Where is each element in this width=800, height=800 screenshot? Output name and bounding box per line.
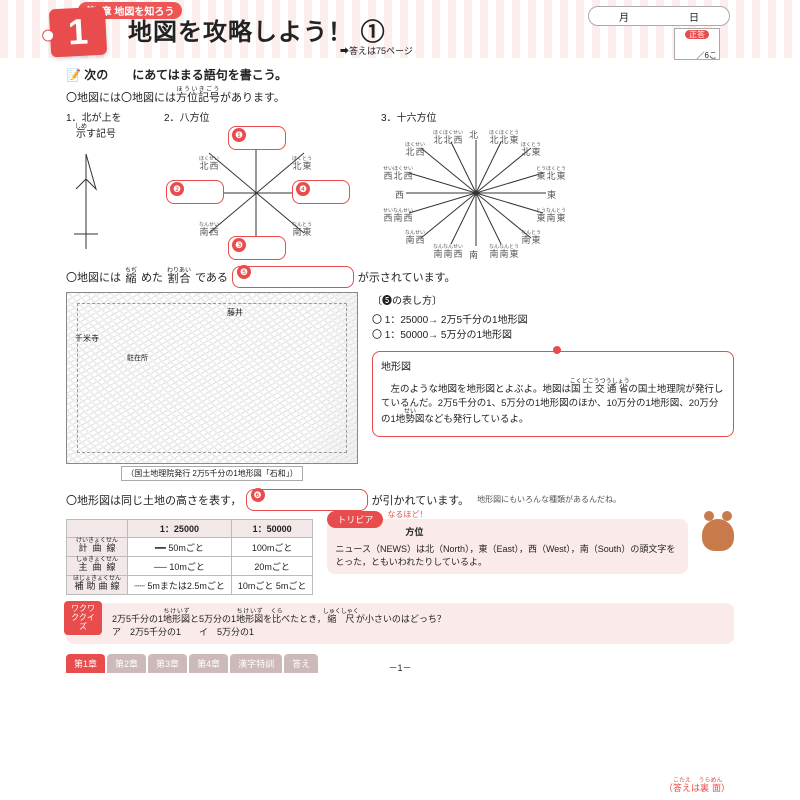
trivia-box: なるほど！ トリビア 方位 ニュース（NEWS）は北（North），東（East… xyxy=(327,519,688,574)
score-box: 正答 ／6こ xyxy=(674,28,720,60)
d16-ssw: 南南西なんなんせい xyxy=(433,244,463,260)
r1c1: 50mごと xyxy=(168,543,204,553)
quiz-opts: ア 2万5千分の1 イ 5万分の1 xyxy=(112,625,726,638)
r3c2: 10mごと 5mごと xyxy=(231,576,313,595)
compass-8-diagram: 北西ほくせい 北東ほくとう 南西なんせい 南東なんとう ❶ ❷ ❹ ❸ xyxy=(164,128,349,258)
note-l1: 〇 1：25000→ 2万5千分の1地形図 xyxy=(372,311,734,326)
sec3-lead-b: が引かれています。 xyxy=(372,492,470,508)
r2c1: 10mごと xyxy=(169,562,205,572)
r2c0: 主曲線しゅきょくせん xyxy=(67,557,128,576)
sec3-lead: 〇地形図は同じ土地の高さを表す， ❻ が引かれています。 地形図にもいろんな種類… xyxy=(66,489,734,511)
th-50000: 1：50000 xyxy=(231,520,313,538)
blank-5[interactable]: ❺ xyxy=(232,266,354,288)
c2-label: 2．八方位 xyxy=(164,109,349,124)
trivia-body: ニュース（NEWS）は北（North），東（East），西（West），南（So… xyxy=(335,542,680,568)
num-1: ❶ xyxy=(232,128,246,142)
dir-se: 南東なんとう xyxy=(292,222,312,238)
sec2-lead-b: が示されています。 xyxy=(358,269,456,285)
sec2-lead: 〇地図には縮ちぢめた割合わりあいである ❺ が示されています。 xyxy=(66,266,734,288)
blank-6[interactable]: ❻ xyxy=(246,489,368,511)
day-label: 日 xyxy=(689,9,699,24)
d16-sse: 南南東なんなんとう xyxy=(489,244,519,260)
table-row: 補助曲線ほじょきょくせん ┄┄ 5mまたは2.5mごと 10mごと 5mごと xyxy=(67,576,313,595)
d16-wnw: 西北西せいほくせい xyxy=(383,166,413,182)
r1c0: 計曲線けいきょくせん xyxy=(67,538,128,557)
trivia-tag: トリビア xyxy=(327,511,383,528)
d16-ese: 東南東とうなんとう xyxy=(536,208,566,224)
instruction: 📝 次の にあてはまる語句を書こう。 xyxy=(66,66,734,83)
trivia-tagtop: なるほど！ xyxy=(387,509,427,520)
r1c2: 100mごと xyxy=(231,538,313,557)
tab-ch1[interactable]: 第1章 xyxy=(66,654,105,673)
table-row: 計曲線けいきょくせん ━━ 50mごと 100mごと xyxy=(67,538,313,557)
topographic-map-image: 千米寺 藤井 駐在所 xyxy=(66,292,358,464)
num-4: ❹ xyxy=(296,182,310,196)
quiz-q: 2万5千分の1地形図ちけいずと5万分の1地形図ちけいずを比くらべたとき，縮尺しゅ… xyxy=(112,609,726,625)
d16-sw: 南西なんせい xyxy=(405,230,425,246)
sec3-lead-a: 〇地形図は同じ土地の高さを表す， xyxy=(66,492,242,508)
memo-body: 左のような地図を地形図とよぶよ。地図は国土交通省こくどこうつうしょうの国土地理院… xyxy=(381,379,725,428)
lesson-number-tag: 1 xyxy=(49,7,107,58)
instruction-text: 次の にあてはまる語句を書こう。 xyxy=(84,68,287,82)
north-arrow-icon xyxy=(66,144,106,254)
num-2: ❷ xyxy=(170,182,184,196)
table-row: 1：25000 1：50000 xyxy=(67,520,313,538)
page-title: 地図を攻略しよう！ ① xyxy=(128,12,386,47)
quiz-box: ワクワククイズ 2万5千分の1地形図ちけいずと5万分の1地形図ちけいずを比くらべ… xyxy=(66,603,734,644)
map-caption: （国土地理院発行 2万5千分の1地形図「石和」） xyxy=(66,466,358,481)
dir-sw: 南西なんせい xyxy=(199,222,219,238)
map-label-b: 藤井 xyxy=(227,307,243,318)
dir-nw: 北西ほくせい xyxy=(199,156,219,172)
tab-ch3[interactable]: 第3章 xyxy=(148,654,187,673)
tab-kanji[interactable]: 漢字特訓 xyxy=(230,654,282,673)
month-label: 月 xyxy=(619,9,629,24)
r3c0: 補助曲線ほじょきょくせん xyxy=(67,576,128,595)
d16-se: 南東なんとう xyxy=(521,230,541,246)
sec1-lead: 〇地図には〇地図には方位記号があります。〇地図には方位記号ほういきごうがあります… xyxy=(66,87,734,105)
memo-title: 地形図 xyxy=(381,360,725,375)
d16-ne: 北東ほくとう xyxy=(521,142,541,158)
side-note: 地形図にもいろんな種類があるんだね。 xyxy=(477,495,621,505)
answer-page-ref: ➡答えは75ページ xyxy=(340,44,413,57)
th-25000: 1：25000 xyxy=(128,520,232,538)
d16-n: 北 xyxy=(469,128,478,141)
d16-w: 西 xyxy=(395,188,404,201)
note-l2: 〇 1：50000→ 5万分の1地形図 xyxy=(372,326,734,341)
memo-box: 地形図 左のような地図を地形図とよぶよ。地図は国土交通省こくどこうつうしょうの国… xyxy=(372,351,734,437)
c3-label: 3．十六方位 xyxy=(381,109,571,124)
r3c1: 5mまたは2.5mごと xyxy=(147,581,225,591)
trivia-topic: 方位 xyxy=(405,527,423,537)
d16-ene: 東北東とうほくとう xyxy=(536,166,566,182)
d16-e: 東 xyxy=(547,188,556,201)
lesson-number: 1 xyxy=(67,11,89,54)
map-label-a: 千米寺 xyxy=(75,333,99,344)
tab-answer[interactable]: 答え xyxy=(284,654,318,673)
answer-back: （答えこたえは裏面うらめん） xyxy=(664,778,730,794)
r2c2: 20mごと xyxy=(231,557,313,576)
c1-label: 1．北が上を 示しめす記号 xyxy=(66,109,146,140)
score-denom: ／6こ xyxy=(675,50,719,61)
squirrel-mascot-icon xyxy=(702,519,734,551)
d16-nne: 北北東ほくほくとう xyxy=(489,130,519,146)
note-heading: 〔❺の表し方〕 xyxy=(372,292,734,307)
th-blank xyxy=(67,520,128,538)
map-label-c: 駐在所 xyxy=(127,353,148,363)
d16-nnw: 北北西ほくほくせい xyxy=(433,130,463,146)
d16-nw: 北西ほくせい xyxy=(405,142,425,158)
compass-16-diagram: 北 北北東ほくほくとう 北東ほくとう 東北東とうほくとう 東 東南東とうなんとう… xyxy=(381,128,571,258)
dir-ne: 北東ほくとう xyxy=(292,156,312,172)
d16-wsw: 西南西せいなんせい xyxy=(383,208,413,224)
num-3: ❸ xyxy=(232,238,246,252)
date-box[interactable]: 月 日 xyxy=(588,6,730,26)
tab-ch4[interactable]: 第4章 xyxy=(189,654,228,673)
tab-ch2[interactable]: 第2章 xyxy=(107,654,146,673)
score-label: 正答 xyxy=(685,30,709,39)
table-row: 主曲線しゅきょくせん ── 10mごと 20mごと xyxy=(67,557,313,576)
contour-table: 1：25000 1：50000 計曲線けいきょくせん ━━ 50mごと 100m… xyxy=(66,519,313,595)
quiz-tag: ワクワククイズ xyxy=(64,601,102,635)
d16-s: 南 xyxy=(469,248,478,261)
